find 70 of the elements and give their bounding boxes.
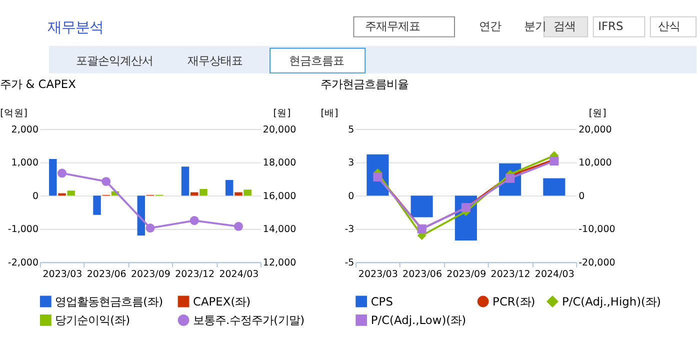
y-tick-label: 0 [348,190,354,202]
x-tick-label: 2023/06 [86,268,126,280]
legend-label: 당기순이익(좌) [55,312,130,327]
y-tick-label: 0 [32,190,39,202]
x-tick-label: 2023/06 [402,268,442,280]
y2-tick-label: 10,000 [578,158,612,169]
y-tick-label: -5 [344,257,354,268]
point [146,224,155,233]
point [234,222,243,231]
y2-tick-label: -10,000 [578,224,616,236]
x-tick-label: 2023/09 [130,268,170,280]
point [57,168,67,178]
bar [234,192,242,196]
y2-axis-title: [원] [588,108,606,120]
legend-label: CPS [370,294,393,308]
point [190,216,199,226]
x-tick-label: 2024/03 [534,268,574,280]
y2-tick-label: 14,000 [262,224,296,236]
legend-label: P/C(Adj.,Low)(좌) [370,312,466,327]
bar [244,190,252,196]
bar [410,196,433,218]
y-tick-label: 5 [348,124,354,136]
y-tick-label: 3 [348,158,354,169]
x-tick-label: 2023/12 [490,268,530,280]
y2-tick-label: 0 [578,190,585,202]
chart-title: 주가현금흐름비율 [320,77,409,92]
point [102,176,111,186]
y2-tick-label: 20,000 [262,124,296,136]
x-tick-label: 2023/12 [175,268,215,280]
text: 포괄손익계산서 [76,53,154,68]
y-tick-label: -3 [344,224,354,236]
y-tick-label: -2,000 [8,257,39,268]
text: 분기 [524,19,546,34]
text: 산식 [658,19,680,34]
bar [137,196,146,236]
legend-label: PCR(좌) [492,294,536,308]
chart-title: 주가 & CAPEX [0,77,76,92]
bar [67,190,75,196]
y2-tick-label: 20,000 [578,124,612,136]
y2-tick-label: 18,000 [262,158,296,169]
y2-tick-label: 12,000 [262,257,296,268]
bar [181,166,190,196]
text: 현금흐름표 [289,53,344,68]
y-axis-title: [억원] [0,108,28,120]
y2-tick-label: 16,000 [262,190,296,202]
x-tick-label: 2023/09 [446,268,486,280]
bar [93,196,101,215]
x-tick-label: 2023/03 [42,268,82,280]
y-tick-label: -1,000 [8,224,39,236]
bar [200,188,208,196]
text: 재무상태표 [187,53,242,68]
bar [226,180,234,196]
text: 주재무제표 [365,19,420,34]
text: IFRS [598,19,624,34]
text: 연간 [479,19,502,34]
legend-label: P/C(Adj.,High)(좌) [562,294,661,308]
y-tick-label: 1,000 [11,158,39,169]
legend-label: 영업활동현금흐름(좌) [55,294,164,308]
bar [49,158,57,196]
legend-label: 보통주.수정주가(기말) [193,312,305,327]
bar [543,178,566,196]
text: 검색 [553,19,576,34]
y-axis-title: [배] [320,108,338,120]
text: 재무분석 [48,20,104,36]
y2-tick-label: -20,000 [578,257,616,268]
y-tick-label: 2,000 [11,124,39,136]
legend-label: CAPEX(좌) [193,294,251,308]
x-tick-label: 2024/03 [219,268,259,280]
y2-axis-title: [원] [273,108,291,120]
x-tick-label: 2023/03 [358,268,398,280]
